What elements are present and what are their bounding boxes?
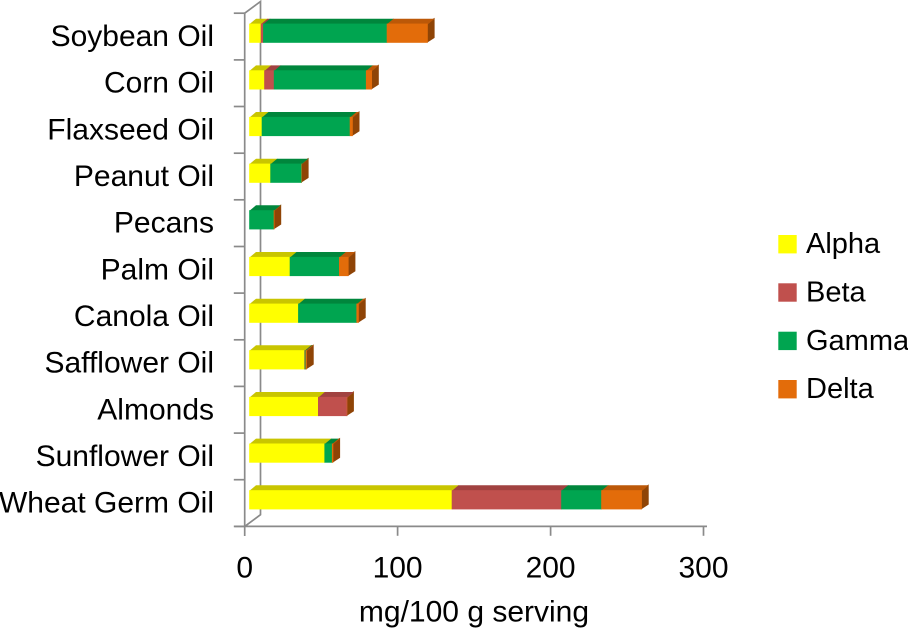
- svg-text:Corn Oil: Corn Oil: [104, 67, 214, 100]
- svg-text:100: 100: [373, 552, 423, 585]
- svg-text:200: 200: [526, 552, 576, 585]
- svg-text:Soybean Oil: Soybean Oil: [51, 20, 214, 53]
- svg-text:Delta: Delta: [806, 373, 875, 405]
- svg-text:Wheat Germ Oil: Wheat Germ Oil: [0, 487, 214, 520]
- svg-text:Safflower Oil: Safflower Oil: [44, 347, 214, 380]
- svg-text:300: 300: [678, 552, 728, 585]
- svg-text:Beta: Beta: [806, 277, 867, 309]
- svg-text:Almonds: Almonds: [97, 393, 214, 426]
- svg-text:Peanut Oil: Peanut Oil: [74, 160, 214, 193]
- svg-text:Flaxseed Oil: Flaxseed Oil: [47, 113, 214, 146]
- svg-text:0: 0: [236, 552, 253, 585]
- svg-text:Canola Oil: Canola Oil: [74, 300, 214, 333]
- svg-text:Pecans: Pecans: [114, 207, 214, 240]
- svg-text:Alpha: Alpha: [806, 228, 881, 260]
- svg-text:Palm Oil: Palm Oil: [101, 253, 214, 286]
- svg-text:Gamma: Gamma: [806, 325, 908, 357]
- svg-text:Sunflower Oil: Sunflower Oil: [36, 440, 214, 473]
- svg-text:mg/100 g serving: mg/100 g serving: [359, 596, 589, 629]
